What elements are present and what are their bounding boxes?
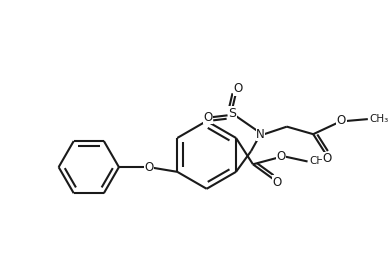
Text: O: O xyxy=(233,82,242,95)
Text: O: O xyxy=(323,152,332,165)
Text: CH₃: CH₃ xyxy=(309,156,329,167)
Text: S: S xyxy=(228,107,236,120)
Text: O: O xyxy=(277,150,286,163)
Text: O: O xyxy=(273,176,282,189)
Text: CH₃: CH₃ xyxy=(370,114,389,124)
Text: O: O xyxy=(337,115,346,127)
Text: N: N xyxy=(256,128,265,141)
Text: O: O xyxy=(203,111,212,124)
Text: O: O xyxy=(144,161,154,174)
